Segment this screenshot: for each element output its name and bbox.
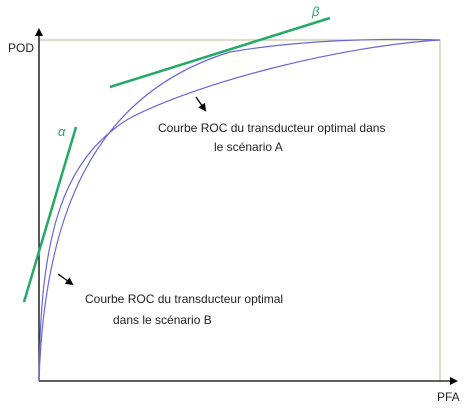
beta-label: β xyxy=(311,4,320,19)
pointer-arrow xyxy=(57,273,74,286)
annotation-line: le scénario A xyxy=(214,140,283,154)
roc-curve-a xyxy=(38,38,441,382)
roc-curve-b xyxy=(38,39,441,382)
alpha-label: α xyxy=(58,124,66,139)
frame xyxy=(39,39,441,381)
annotation-line: dans le scénario B xyxy=(113,313,212,327)
x-axis-label: PFA xyxy=(437,390,460,404)
annotation-line: Courbe ROC du transducteur optimal xyxy=(85,292,283,306)
tangent-alpha xyxy=(22,126,78,303)
pointer-arrow xyxy=(195,96,207,112)
annotation-line: Courbe ROC du transducteur optimal dans xyxy=(158,121,385,135)
y-axis-label: POD xyxy=(8,41,34,55)
tangent-beta xyxy=(109,16,331,89)
